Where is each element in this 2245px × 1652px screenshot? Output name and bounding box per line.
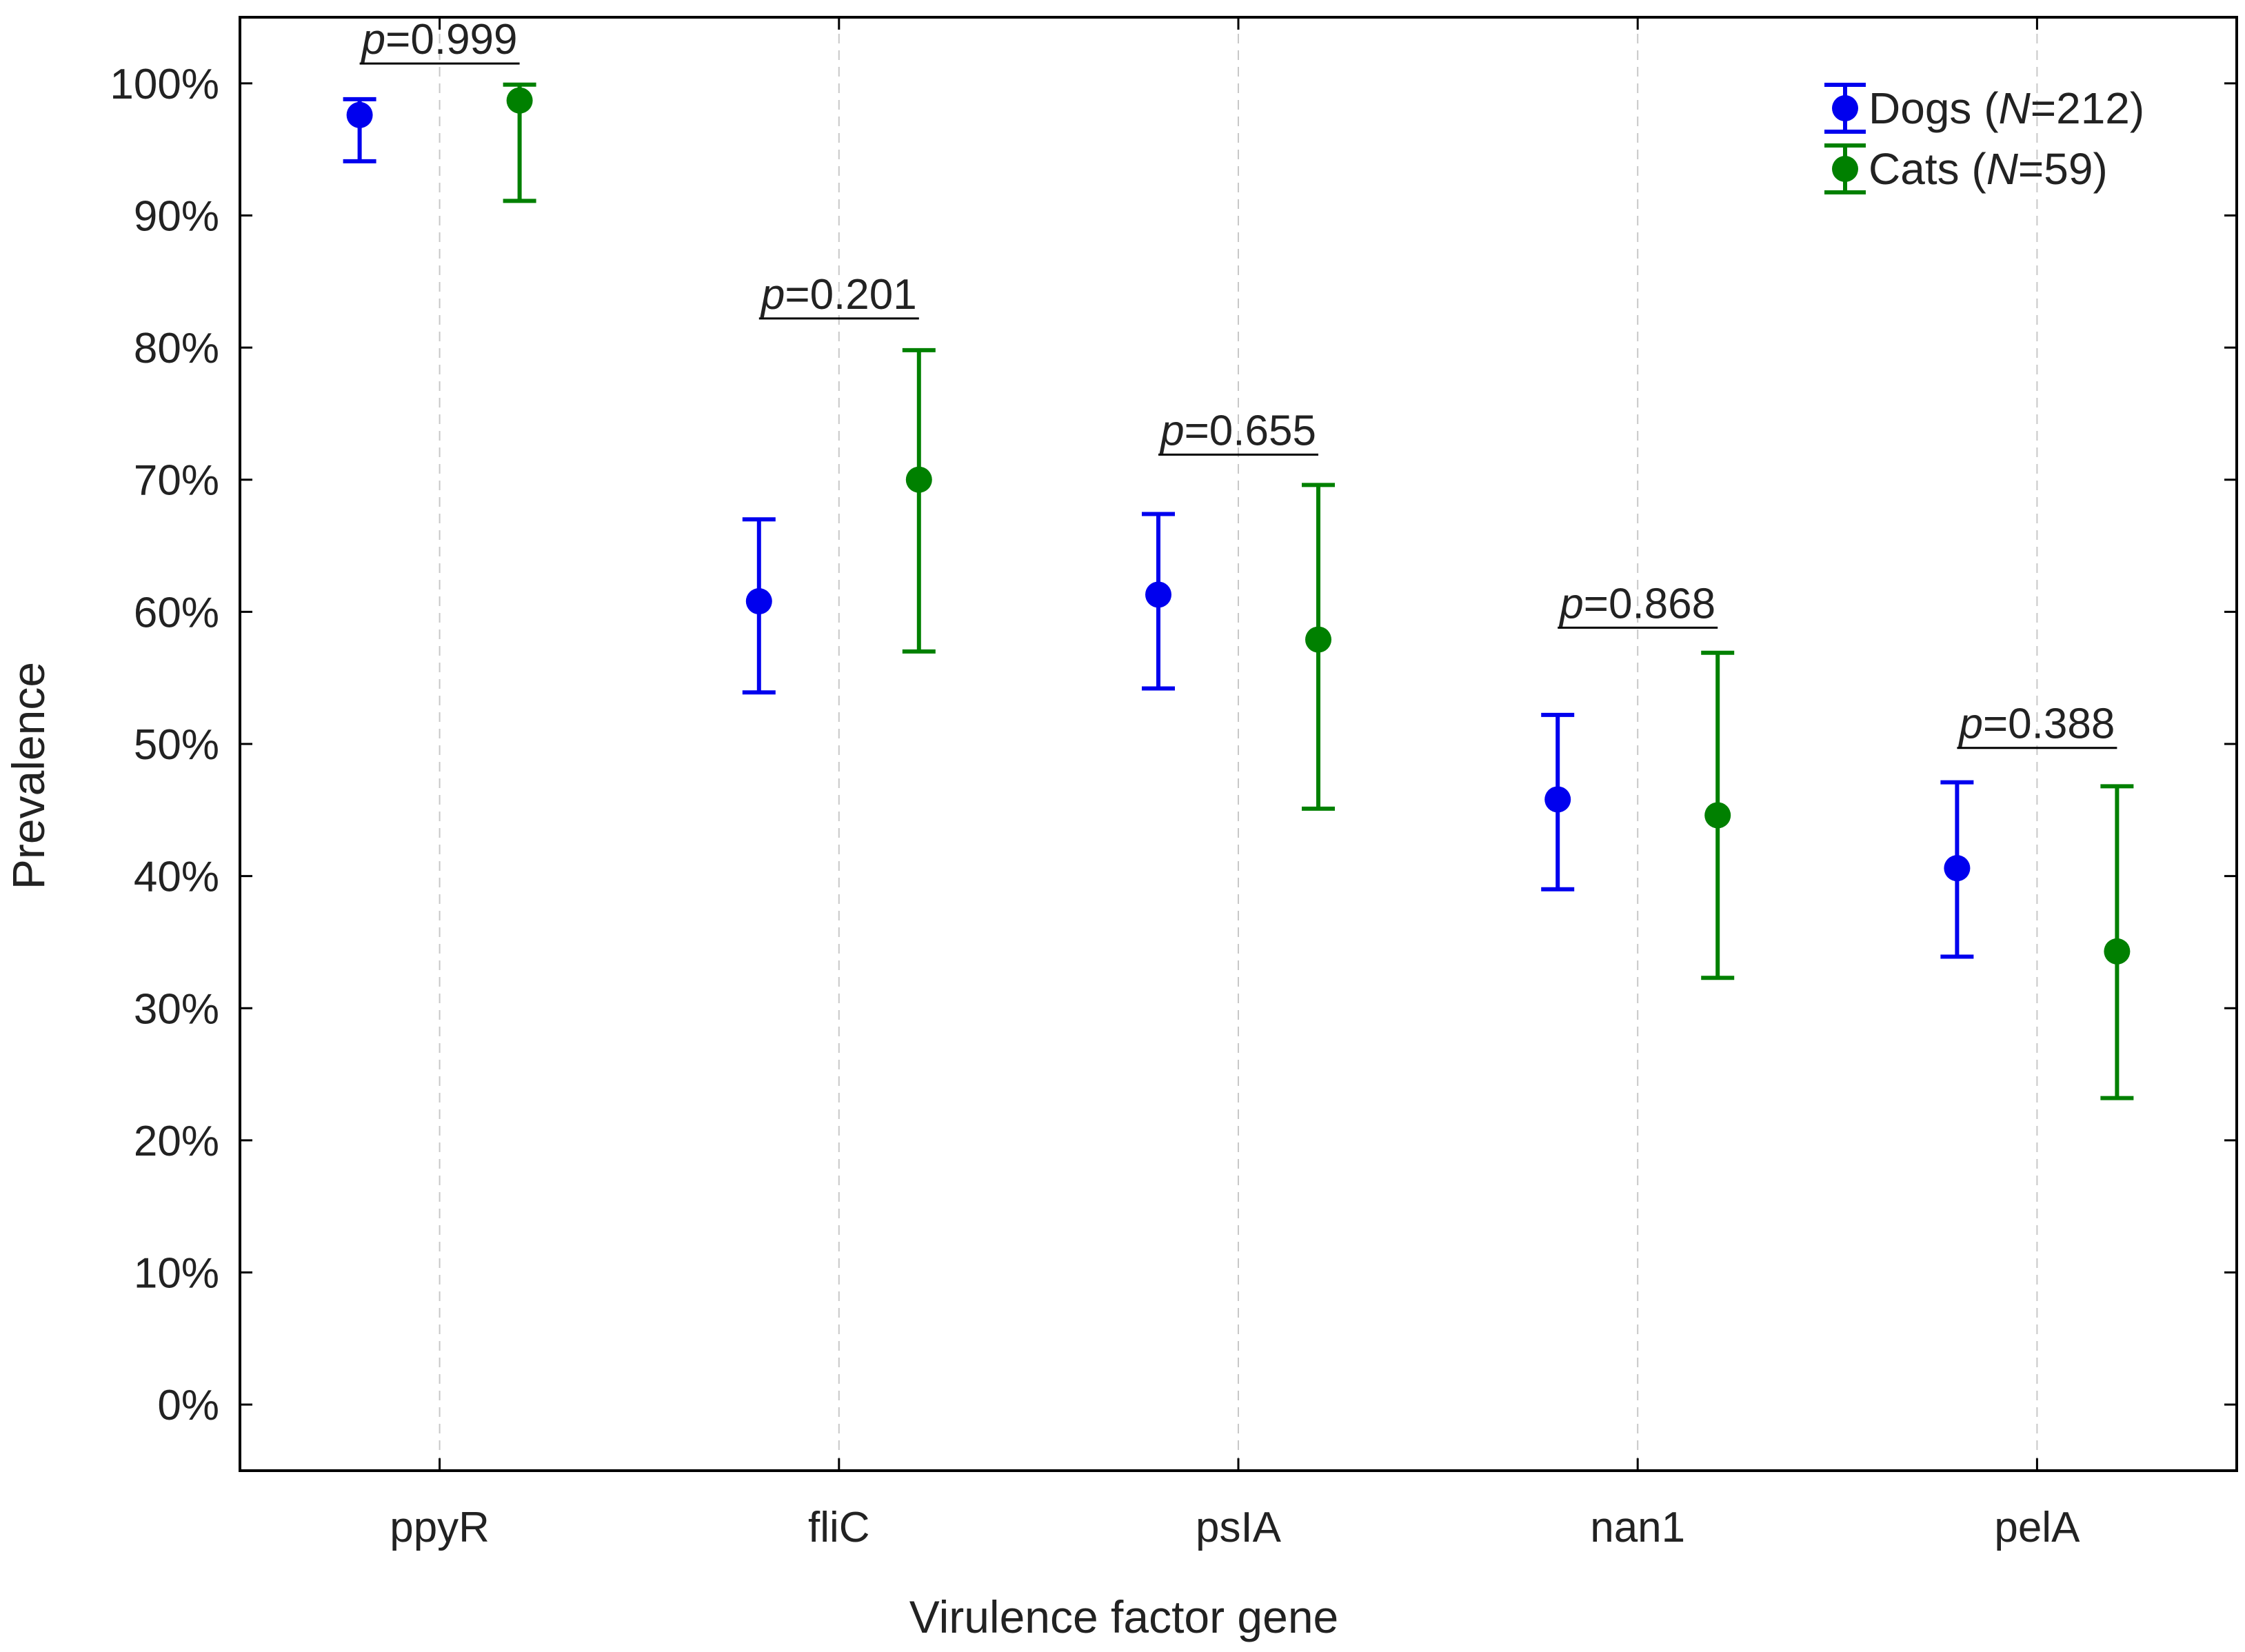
legend-suffix: =59) (2018, 144, 2108, 194)
legend-prefix: Cats ( (1869, 144, 1986, 194)
point-cats-fliC (905, 466, 932, 493)
p-symbol: p (1558, 580, 1583, 627)
legend-marker-cats (1832, 156, 1858, 182)
p-value-label-pelA: p=0.388 (1957, 701, 2115, 748)
p-value-label-psIA: p=0.655 (1159, 407, 1316, 454)
p-symbol: p (1957, 701, 1982, 748)
x-tick-label-ppyR: ppyR (390, 1504, 490, 1551)
x-axis-label: Virulence factor gene (909, 1591, 1339, 1642)
p-symbol: p (1159, 407, 1184, 454)
grid-lines (439, 17, 2038, 1471)
y-tick-label-50: 50% (134, 721, 219, 769)
point-dogs-pelA (1944, 855, 1971, 882)
point-dogs-ppyR (346, 101, 373, 128)
p-value-text: =0.655 (1185, 407, 1316, 454)
legend-prefix: Dogs ( (1869, 83, 1999, 133)
y-tick-label-90: 90% (134, 192, 219, 240)
y-tick-label-80: 80% (134, 325, 219, 372)
legend-label-dogs: Dogs (N=212) (1869, 83, 2144, 133)
y-tick-label-70: 70% (134, 457, 219, 505)
point-cats-pelA (2104, 938, 2131, 965)
p-value-label-fliC: p=0.201 (760, 271, 917, 319)
legend-n-symbol: N (1999, 83, 2031, 133)
legend: Dogs (N=212)Cats (N=59) (1824, 83, 2144, 194)
legend-marker-dogs (1832, 95, 1858, 121)
point-cats-ppyR (506, 87, 533, 114)
legend-label-cats: Cats (N=59) (1869, 144, 2108, 194)
p-value-text: =0.868 (1584, 580, 1715, 627)
x-tick-label-nan1: nan1 (1590, 1504, 1685, 1551)
p-value-label-nan1: p=0.868 (1558, 580, 1715, 627)
y-axis-label: Prevalence (3, 662, 54, 889)
point-cats-psIA (1305, 626, 1331, 653)
y-tick-label-40: 40% (134, 854, 219, 901)
legend-suffix: =212) (2031, 83, 2144, 133)
x-tick-label-psIA: psIA (1196, 1504, 1282, 1551)
y-tick-label-100: 100% (110, 61, 219, 108)
y-tick-label-0: 0% (157, 1382, 219, 1429)
point-cats-nan1 (1704, 802, 1731, 829)
y-tick-label-10: 10% (134, 1250, 219, 1298)
y-tick-label-30: 30% (134, 985, 219, 1033)
y-tick-label-60: 60% (134, 589, 219, 636)
legend-n-symbol: N (1986, 144, 2019, 194)
p-symbol: p (361, 16, 385, 63)
p-value-label-ppyR: p=0.999 (361, 16, 518, 63)
point-dogs-fliC (745, 588, 772, 615)
p-value-text: =0.201 (785, 271, 916, 319)
x-tick-label-pelA: pelA (1994, 1504, 2080, 1551)
point-dogs-nan1 (1544, 786, 1571, 813)
axis-ticks: ppyR fliC psIA nan1 pelA 0% 10% 20% 30% 40% 50% 60%… (110, 17, 2237, 1551)
y-tick-label-20: 20% (134, 1118, 219, 1165)
x-tick-label-fliC: fliC (808, 1504, 870, 1551)
p-symbol: p (760, 271, 785, 319)
p-value-text: =0.999 (385, 16, 517, 63)
p-value-text: =0.388 (1983, 701, 2115, 748)
point-dogs-psIA (1145, 581, 1171, 608)
data-marks (343, 82, 2134, 1100)
